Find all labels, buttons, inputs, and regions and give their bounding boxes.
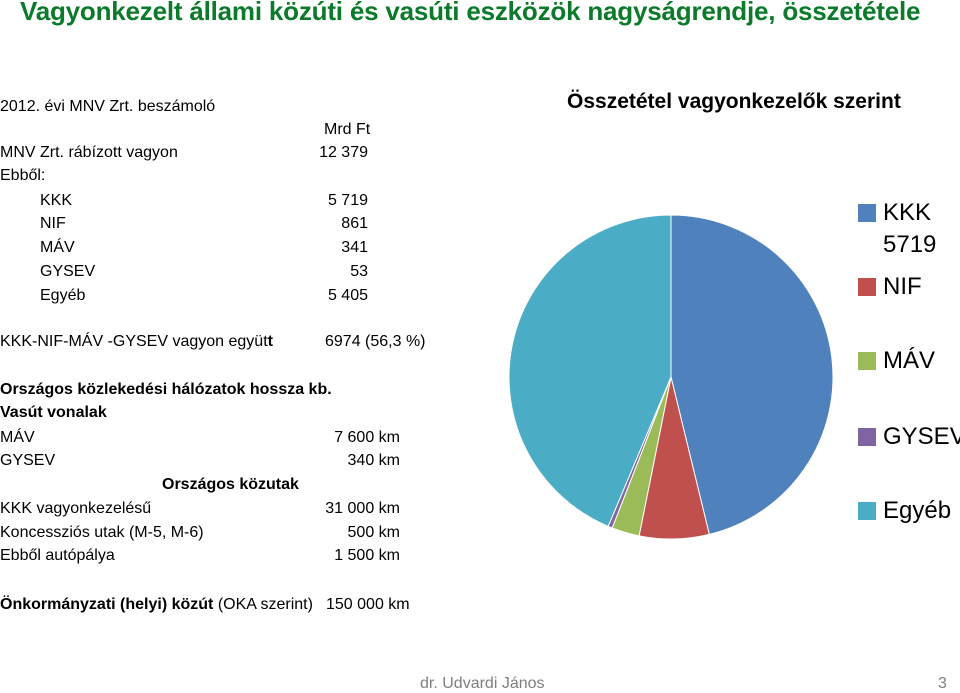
report-source: 2012. évi MNV Zrt. beszámoló: [0, 98, 216, 115]
combined-value: 6974 (56,3 %): [325, 333, 426, 350]
asset-item-value: 53: [350, 263, 368, 280]
asset-item-value: 341: [341, 239, 368, 256]
asset-item-value: 5 405: [327, 287, 368, 304]
page-title: Vagyonkezelt állami közúti és vasúti esz…: [20, 0, 921, 26]
of-which-label: Ebből:: [0, 167, 46, 184]
asset-item-label: MÁV: [40, 239, 75, 256]
pie-slice-egyéb: [508, 214, 672, 527]
legend-swatch: [858, 352, 876, 370]
unit-label: Mrd Ft: [324, 121, 371, 138]
legend-swatch: [858, 502, 876, 520]
legend-swatch: [858, 428, 876, 446]
asset-item-label: NIF: [40, 215, 66, 232]
asset-item-label: KKK: [40, 192, 73, 209]
road-item-label: Ebből autópálya: [0, 547, 115, 564]
local-road-value: 150 000 km: [326, 596, 410, 613]
rail-heading: Vasút vonalak: [0, 404, 107, 421]
asset-item-label: Egyéb: [40, 287, 86, 304]
local-road-label: Önkormányzati (helyi) közút (OKA szerint…: [0, 595, 313, 615]
asset-item-label: GYSEV: [40, 263, 96, 280]
total-label: MNV Zrt. rábízott vagyon: [0, 144, 178, 161]
total-value: 12 379: [319, 144, 368, 161]
asset-item-value: 5 719: [327, 192, 368, 209]
legend-label: MÁV: [883, 347, 936, 374]
road-item-value: 31 000 km: [325, 500, 400, 517]
legend-swatch: [858, 204, 876, 222]
road-item-label: Koncessziós utak (M-5, M-6): [0, 524, 204, 541]
page-number: 3: [938, 675, 947, 692]
road-item-value: 1 500 km: [334, 547, 400, 564]
road-item-label: KKK vagyonkezelésű: [0, 500, 152, 517]
pie-slice-kkk: [670, 214, 834, 536]
legend-label: Egyéb: [883, 497, 952, 524]
combined-label-text: KKK-NIF-MÁV -GYSEV vagyon együt: [0, 333, 268, 350]
rail-item-value: 7 600 km: [334, 429, 400, 446]
combined-label-bold: t: [267, 333, 273, 350]
road-heading: Országos közutak: [162, 476, 299, 493]
legend-label: GYSEV: [883, 423, 960, 450]
rail-item-label: MÁV: [0, 429, 35, 446]
network-heading: Országos közlekedési hálózatok hossza kb…: [0, 381, 332, 398]
rail-item-value: 340 km: [347, 452, 400, 469]
asset-item-value: 861: [341, 215, 368, 232]
rail-item-label: GYSEV: [0, 452, 56, 469]
road-item-value: 500 km: [347, 524, 400, 541]
legend-swatch: [858, 278, 876, 296]
combined-label: KKK-NIF-MÁV -GYSEV vagyon együtt: [0, 332, 273, 352]
data-label: 5719: [883, 231, 937, 258]
legend-label: KKK: [883, 199, 932, 226]
local-road-label-bold: Önkormányzati (helyi) közút: [0, 596, 214, 613]
local-road-label-rest: (OKA szerint): [213, 596, 313, 613]
footer-author: dr. Udvardi János: [420, 675, 545, 692]
chart-title: Összetétel vagyonkezelők szerint: [567, 90, 901, 113]
legend-label: NIF: [883, 273, 922, 300]
